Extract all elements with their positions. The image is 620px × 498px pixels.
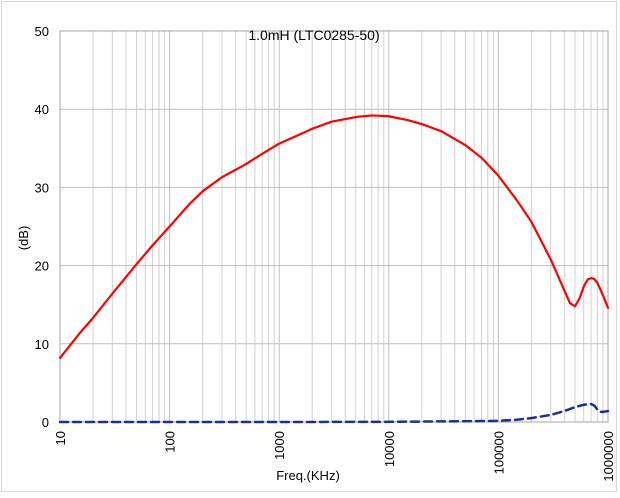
- grid-layer: [59, 30, 609, 423]
- x-tick-label: 100: [163, 431, 178, 453]
- y-tick-label: 50: [35, 24, 49, 39]
- x-tick-label: 1000: [272, 431, 287, 460]
- label-layer: 1.0mH (LTC0285-50) Freq.(KHz) (dB): [16, 27, 380, 483]
- y-tick-label: 0: [42, 415, 49, 430]
- chart-title: 1.0mH (LTC0285-50): [248, 27, 379, 43]
- x-axis-label: Freq.(KHz): [276, 468, 340, 483]
- x-tick-label: 100000: [491, 431, 506, 474]
- y-tick-label: 40: [35, 102, 49, 117]
- y-tick-label: 10: [35, 337, 49, 352]
- axis-layer: 0 10 20 30 40 50 10 100 1000 10000 100000 1000000: [35, 24, 616, 482]
- x-tick-label: 10000: [382, 431, 397, 467]
- y-axis-label: (dB): [16, 226, 31, 251]
- y-tick-label: 30: [35, 180, 49, 195]
- line-chart: 0 10 20 30 40 50 10 100 1000 10000 100000 1000000 1…: [16, 24, 616, 483]
- series-line-2: [58, 402, 610, 424]
- plot-area-border: [59, 30, 609, 423]
- x-tick-label: 10: [53, 431, 68, 445]
- series-line-1: [58, 114, 610, 359]
- y-tick-label: 20: [35, 259, 49, 274]
- series-layer: [58, 114, 610, 424]
- chart-frame: 0 10 20 30 40 50 10 100 1000 10000 100000 1000000 1…: [1, 1, 617, 492]
- x-tick-label: 1000000: [601, 431, 616, 482]
